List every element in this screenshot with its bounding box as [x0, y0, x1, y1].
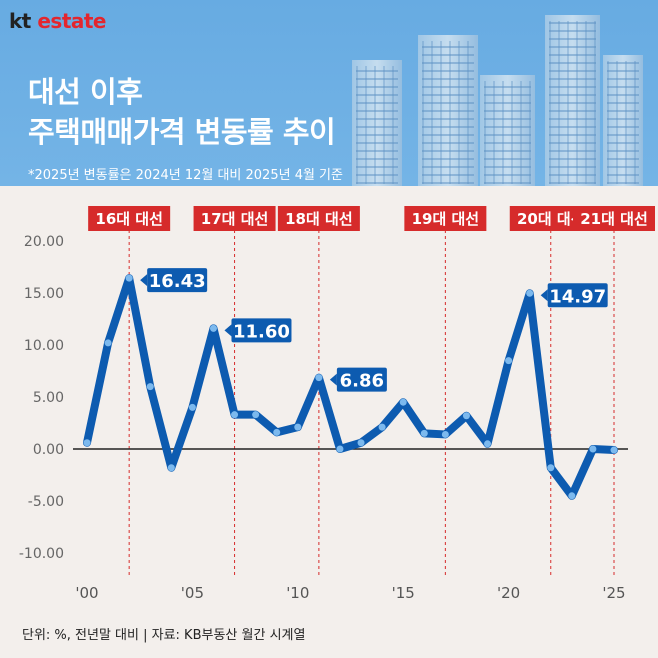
- data-point: [188, 403, 196, 411]
- data-point: [378, 423, 386, 431]
- election-label-box: [193, 206, 276, 231]
- title-line1: 대선 이후: [28, 75, 143, 109]
- building-image: [545, 15, 600, 186]
- data-label: 11.60: [233, 321, 290, 342]
- building-image: [352, 60, 402, 186]
- line-chart: 20.00 15.00 10.00 5.00 0.00 -5.00 -10.00 '00 '05…: [19, 206, 655, 602]
- data-point: [589, 445, 597, 453]
- title-line2: 주택매매가격 변동률 추이: [28, 115, 336, 149]
- x-tick-label: '25: [602, 584, 625, 602]
- y-tick-label: 20.00: [24, 234, 64, 250]
- y-tick-label: 15.00: [24, 286, 64, 302]
- data-point: [146, 383, 154, 391]
- data-point: [526, 289, 534, 297]
- y-tick-label: 5.00: [33, 390, 64, 406]
- data-label: 6.86: [340, 371, 384, 392]
- election-label-box: [277, 206, 360, 231]
- election-label: 18대 대선: [285, 210, 353, 228]
- election-label: 20대 대선: [517, 210, 585, 228]
- data-label-pointer: [329, 373, 337, 386]
- building-image: [603, 55, 643, 186]
- data-point: [167, 464, 175, 472]
- data-point: [420, 429, 428, 437]
- election-label: 17대 대선: [201, 210, 269, 228]
- building-image: [418, 35, 478, 186]
- source-note: 단위: %, 전년말 대비 | 자료: KB부동산 월간 시계열: [22, 628, 306, 643]
- election-label-box: [88, 206, 171, 231]
- election-label-box: [404, 206, 487, 231]
- x-tick-label: '10: [286, 584, 309, 602]
- data-point: [294, 423, 302, 431]
- data-point: [231, 411, 239, 419]
- data-label-box: [147, 268, 208, 293]
- data-label-pointer: [540, 289, 548, 302]
- kt-estate-logo: kt estate: [9, 9, 106, 33]
- data-label-pointer: [224, 324, 232, 337]
- data-point: [336, 445, 344, 453]
- y-tick-label: -10.00: [19, 546, 64, 562]
- data-point: [484, 440, 492, 448]
- data-point: [568, 492, 576, 500]
- data-label-box: [231, 318, 292, 343]
- data-point: [441, 430, 449, 438]
- data-point: [505, 357, 513, 365]
- y-tick-label: 0.00: [33, 442, 64, 458]
- data-point: [252, 411, 260, 419]
- series-line: [83, 274, 618, 500]
- election-label-box: [573, 206, 655, 231]
- x-tick-label: '00: [75, 584, 98, 602]
- x-tick-label: '15: [392, 584, 415, 602]
- data-point: [357, 439, 365, 447]
- data-label-pointer: [140, 274, 148, 287]
- data-point: [399, 398, 407, 406]
- data-point: [547, 464, 555, 472]
- header-banner: kt estate 대선 이후 주택매매가격 변동률 추이 *2025년 변동률…: [0, 0, 658, 186]
- data-point: [610, 446, 618, 454]
- y-tick-label: -5.00: [28, 494, 64, 510]
- building-image: [480, 75, 535, 186]
- data-point: [315, 374, 323, 382]
- data-point: [209, 324, 217, 332]
- x-tick-label: '05: [181, 584, 204, 602]
- data-label-box: [336, 367, 387, 392]
- data-label: 16.43: [149, 271, 206, 292]
- data-label: 14.97: [549, 286, 606, 307]
- data-label-box: [547, 283, 608, 308]
- data-point: [273, 428, 281, 436]
- election-label: 16대 대선: [95, 210, 163, 228]
- y-tick-label: 10.00: [24, 338, 64, 354]
- page-title: 대선 이후 주택매매가격 변동률 추이: [28, 72, 336, 152]
- election-label: 19대 대선: [412, 210, 480, 228]
- x-tick-label: '20: [497, 584, 520, 602]
- footnote: *2025년 변동률은 2024년 12월 대비 2025년 4월 기준: [28, 168, 343, 183]
- data-point: [104, 339, 112, 347]
- election-label: 21대 대선: [580, 210, 648, 228]
- data-point: [125, 274, 133, 282]
- data-point: [462, 412, 470, 420]
- data-point: [83, 439, 91, 447]
